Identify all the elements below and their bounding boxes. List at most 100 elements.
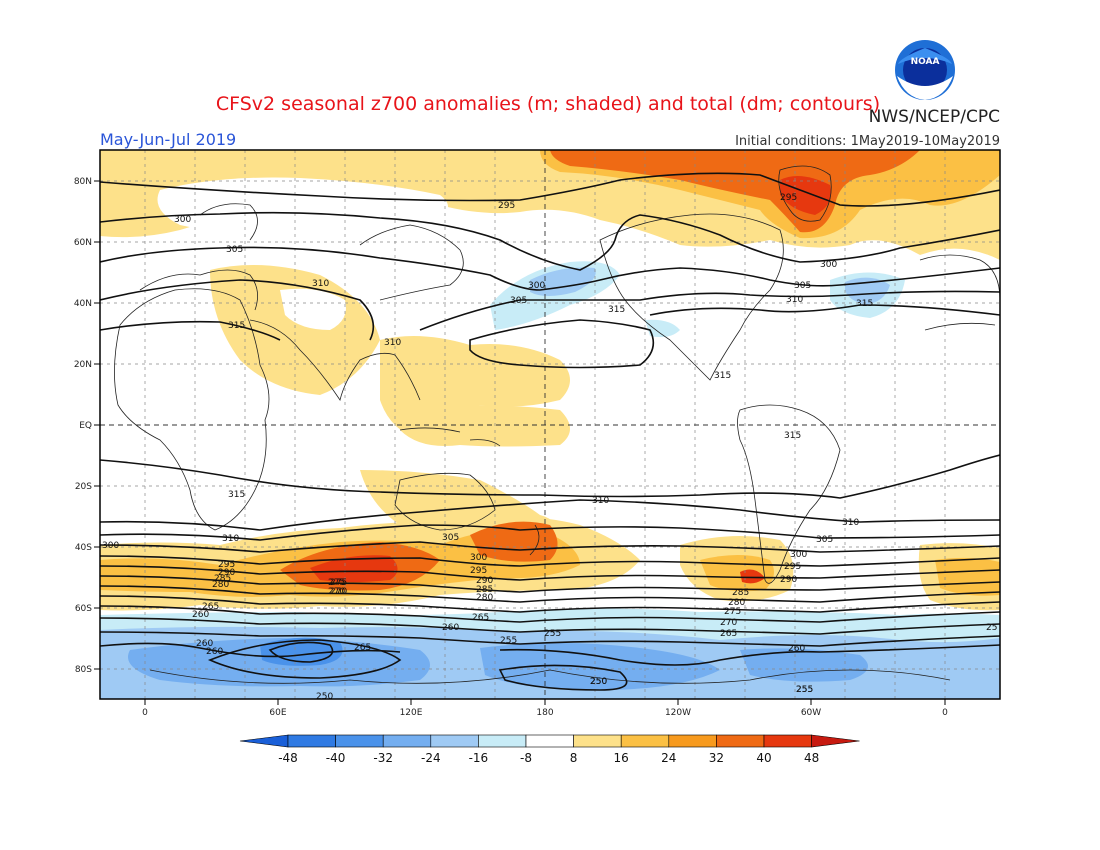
lat-labels: 80N 60N 40N 20N EQ 20S 40S 60S 80S bbox=[74, 177, 92, 675]
coast-antarctica bbox=[149, 669, 951, 684]
contour-label: 300 bbox=[470, 553, 487, 563]
contour-label: 315 bbox=[784, 431, 801, 441]
contour-label: 265 bbox=[202, 602, 219, 612]
contour-label: 270 bbox=[328, 587, 345, 597]
lon-label: 180 bbox=[536, 708, 553, 718]
lon-labels: 0 60E 120E 180 120W 60W 0 bbox=[142, 708, 948, 718]
contour-labels: 295 300 305 310 315 310 315 300 305 315 … bbox=[102, 193, 997, 702]
colorbar-label: -48 bbox=[278, 751, 298, 765]
colorbar-label: -24 bbox=[421, 751, 441, 765]
anomaly-antarctic-east bbox=[480, 643, 720, 690]
lon-label: 60E bbox=[269, 708, 286, 718]
colorbar-segment bbox=[478, 734, 527, 748]
colorbar-label: 24 bbox=[661, 751, 676, 765]
coast-europe-east bbox=[919, 254, 1000, 301]
coast-europe bbox=[139, 269, 258, 311]
colorbar-segment bbox=[382, 734, 432, 748]
lat-label: 80S bbox=[75, 665, 92, 675]
contour-label: 310 bbox=[222, 534, 239, 544]
coast-africa-east bbox=[924, 322, 996, 331]
colorbar-segment bbox=[668, 734, 717, 748]
contour-285-south bbox=[100, 575, 1000, 593]
lat-label: 80N bbox=[74, 177, 92, 187]
anomaly-south-band-core bbox=[310, 555, 398, 582]
contour-label: 300 bbox=[820, 260, 837, 270]
contour-label: 305 bbox=[226, 245, 243, 255]
axis-ticks bbox=[94, 180, 946, 705]
contour-label: 285 bbox=[214, 574, 231, 584]
contour-label: 280 bbox=[212, 580, 229, 590]
contour-label: 295 bbox=[218, 560, 235, 570]
contour-250-south bbox=[498, 664, 628, 691]
contour-label: 260 bbox=[196, 639, 213, 649]
contour-label: 270 bbox=[330, 587, 347, 597]
contour-label: 250 bbox=[590, 677, 607, 687]
lat-label: 20S bbox=[75, 482, 92, 492]
coast-newzealand bbox=[529, 524, 540, 556]
agency-label: NWS/NCEP/CPC bbox=[869, 107, 1000, 127]
contour-label: 250 bbox=[590, 677, 607, 687]
anomaly-asia-white bbox=[280, 288, 346, 330]
colorbar-label: 48 bbox=[804, 751, 819, 765]
contour-label: 260 bbox=[442, 623, 459, 633]
coastlines bbox=[114, 165, 1000, 684]
contour-antarctic-inner bbox=[268, 641, 334, 663]
contour-label: 275 bbox=[330, 578, 347, 588]
noaa-logo-text: NOAA bbox=[911, 57, 940, 67]
anomaly-north-white bbox=[157, 177, 448, 239]
contour-310-north bbox=[100, 279, 1000, 341]
contour-label: 265 bbox=[472, 613, 489, 623]
anomaly-antarctic-core bbox=[260, 637, 343, 666]
colorbar-segment bbox=[716, 734, 765, 748]
coast-greenland bbox=[778, 165, 832, 222]
lat-label: 40S bbox=[75, 543, 92, 553]
contour-label: 280 bbox=[728, 598, 745, 608]
anomaly-antarctic-east2 bbox=[740, 648, 868, 682]
anomaly-pacific-small-negative bbox=[645, 319, 680, 338]
colorbar-label: 16 bbox=[614, 751, 629, 765]
lat-label: 60N bbox=[74, 238, 92, 248]
contour-265-antarctic bbox=[207, 639, 402, 679]
contour-310-south bbox=[100, 499, 1000, 531]
main-title: CFSv2 seasonal z700 anomalies (m; shaded… bbox=[216, 93, 880, 115]
colorbar-segment bbox=[287, 734, 336, 748]
lon-label: 120W bbox=[665, 708, 691, 718]
noaa-logo: NOAA bbox=[895, 40, 955, 100]
colorbar-arrow-right bbox=[811, 734, 860, 748]
colorbar-segment bbox=[620, 734, 670, 748]
coast-africa bbox=[114, 288, 270, 531]
colorbar-label: -16 bbox=[469, 751, 489, 765]
lat-label: EQ bbox=[79, 421, 92, 431]
contour-label: 295 bbox=[470, 566, 487, 576]
contour-label: 25 bbox=[986, 623, 997, 633]
colorbar-label: 8 bbox=[570, 751, 578, 765]
contour-label: 300 bbox=[102, 541, 119, 551]
contour-label: 290 bbox=[780, 575, 797, 585]
anomaly-indonesia bbox=[400, 405, 570, 447]
contour-label: 260 bbox=[192, 610, 209, 620]
contour-label: 255 bbox=[500, 636, 517, 646]
contour-label: 295 bbox=[780, 193, 797, 203]
contour-label: 310 bbox=[384, 338, 401, 348]
colorbar: -48 -40 -32 -24 -16 -8 8 16 24 32 40 48 bbox=[239, 734, 860, 765]
contour-280-south bbox=[100, 585, 1000, 603]
anomaly-south-east-atlantic-mid bbox=[935, 557, 1000, 596]
colorbar-segment bbox=[573, 734, 622, 748]
contour-label: 285 bbox=[732, 588, 749, 598]
contour-label: 250 bbox=[316, 692, 333, 702]
contour-label: 300 bbox=[174, 215, 191, 225]
coast-asia-east bbox=[359, 224, 464, 301]
contour-315-north bbox=[100, 319, 655, 369]
contour-305-south bbox=[100, 524, 1000, 541]
coast-scandinavia bbox=[199, 203, 258, 241]
contour-label: 290 bbox=[218, 568, 235, 578]
anomaly-arctic-core bbox=[780, 176, 831, 215]
coast-north-america bbox=[599, 213, 784, 381]
contour-label: 315 bbox=[856, 299, 873, 309]
contour-label: 315 bbox=[714, 371, 731, 381]
contour-label: 260 bbox=[788, 644, 805, 654]
contour-label: 300 bbox=[790, 550, 807, 560]
contour-265-south bbox=[100, 617, 1000, 635]
contour-315-south bbox=[100, 454, 1000, 499]
contour-label: 315 bbox=[228, 321, 245, 331]
